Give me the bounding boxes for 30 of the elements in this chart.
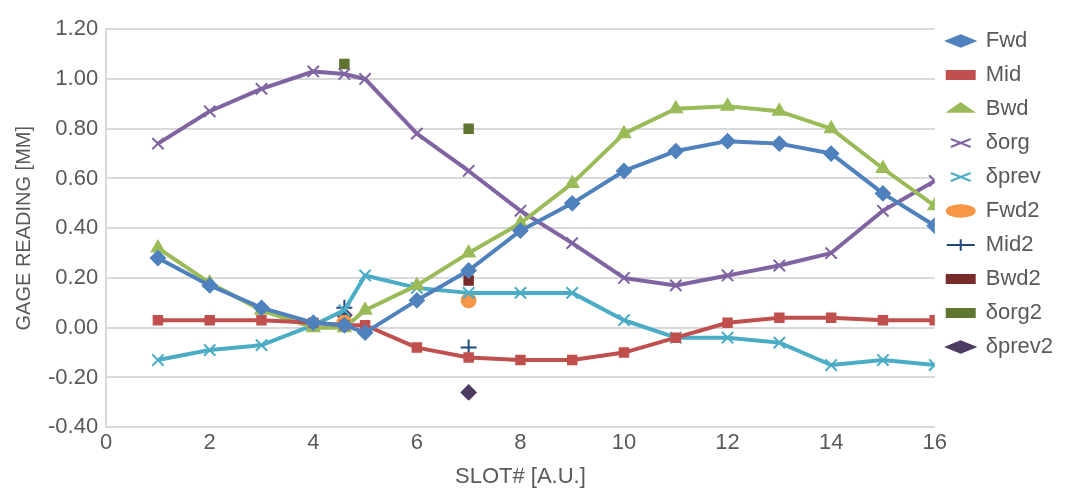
x-tick-label: 8	[514, 429, 527, 455]
x-tick-label: 12	[715, 429, 740, 455]
x-tick-label: 4	[307, 429, 320, 455]
y-tick-label: 0.60	[55, 164, 99, 190]
x-tick-label: 2	[203, 429, 216, 455]
legend-label: Mid2	[985, 231, 1034, 257]
x-tick-label: 16	[922, 429, 947, 455]
y-tick-label: 1.20	[55, 15, 99, 41]
y-tick-label: 0.80	[55, 114, 99, 140]
legend-label: Bwd	[985, 95, 1029, 121]
x-tick-label: 0	[100, 429, 113, 455]
x-tick-label: 10	[611, 429, 637, 455]
y-axis-title: GAGE READING [MM]	[11, 125, 34, 331]
legend-label: δprev	[985, 163, 1041, 189]
y-tick-label: -0.40	[47, 413, 99, 439]
legend-label: Fwd2	[985, 197, 1040, 223]
y-tick-label: 0.20	[55, 264, 99, 290]
legend-label: Mid	[985, 61, 1022, 87]
legend-label: δprev2	[985, 333, 1053, 359]
y-tick-label: 1.00	[55, 65, 99, 91]
legend-label: δorg2	[985, 299, 1042, 325]
y-tick-label: 0.00	[55, 313, 99, 339]
legend-label: Bwd2	[985, 265, 1041, 291]
x-tick-label: 14	[818, 429, 844, 455]
legend-label: Fwd	[985, 27, 1028, 53]
x-axis-title: SLOT# [A.U.]	[455, 462, 586, 488]
x-tick-label: 6	[410, 429, 423, 455]
y-tick-label: -0.20	[47, 363, 99, 389]
legend-label: δorg	[985, 129, 1030, 155]
y-tick-label: 0.40	[55, 214, 99, 240]
